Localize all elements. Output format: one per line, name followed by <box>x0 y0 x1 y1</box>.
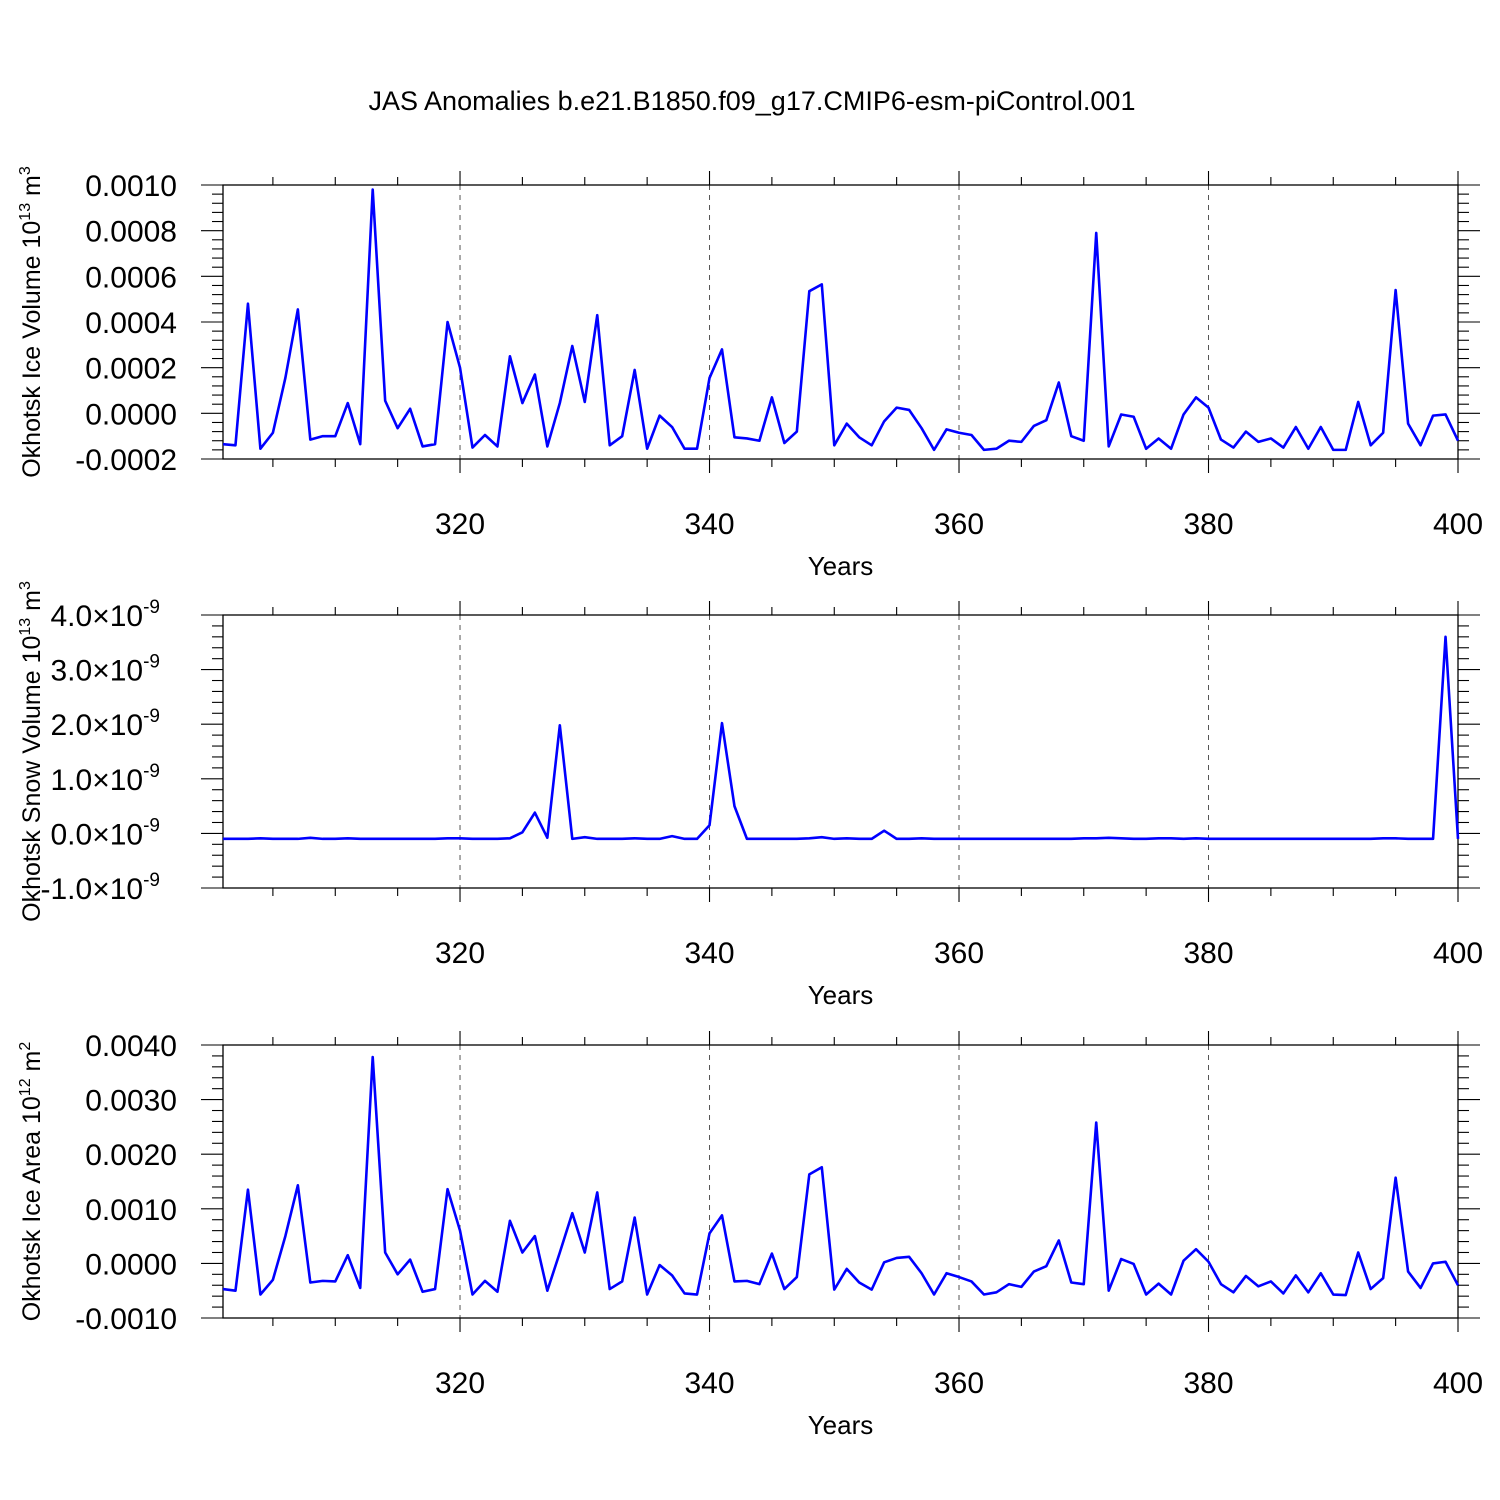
series-points <box>222 1057 1459 1296</box>
x-tick-label: 360 <box>934 937 984 970</box>
x-tick-label: 320 <box>435 1367 485 1400</box>
y-tick-mantissa: -1.0 <box>41 873 93 906</box>
y-axis-label-text: Okhotsk Ice Volume 10 <box>18 221 46 478</box>
x-tick-label: 340 <box>684 508 734 541</box>
y-axis-label: Okhotsk Ice Area 1012 m2 <box>17 1042 46 1322</box>
panel-2: 320 340 360 380 400Years4.0×10-93.0×10-92.0×… <box>17 581 1483 1010</box>
series-line <box>223 635 1460 841</box>
y-tick-label: 3.0×10-9 <box>50 652 160 688</box>
y-axis-label-unit-exponent: 3 <box>17 166 34 175</box>
y-axis-label: Okhotsk Snow Volume 1013 m3 <box>17 581 46 922</box>
y-axis-label-text: Okhotsk Snow Volume 10 <box>18 636 46 922</box>
x-tick-label: 380 <box>1183 508 1233 541</box>
y-tick-times-ten: ×10 <box>92 600 143 633</box>
x-tick-label: 400 <box>1433 937 1483 970</box>
y-tick-label: 1.0×10-9 <box>50 761 160 797</box>
y-axis-label-text: Okhotsk Ice Area 10 <box>18 1096 46 1321</box>
y-axis-label-unit-exponent: 2 <box>17 1042 34 1051</box>
x-tick-label: 320 <box>435 937 485 970</box>
y-axis-label-exponent: 13 <box>17 203 34 221</box>
y-axis-label-unit: m <box>18 175 46 203</box>
series-points <box>222 189 1459 450</box>
y-axis-label-unit: m <box>18 590 46 618</box>
y-tick-label: 0.0010 <box>85 170 177 203</box>
y-tick-times-ten: ×10 <box>92 655 143 688</box>
y-tick-label: 0.0×10-9 <box>50 815 160 851</box>
y-tick-label: 0.0030 <box>85 1085 177 1118</box>
y-tick-times-ten: ×10 <box>92 873 143 906</box>
y-tick-label: 0.0008 <box>85 216 177 249</box>
y-axis-label: Okhotsk Ice Volume 1013 m3 <box>17 166 46 478</box>
y-tick-label: 0.0006 <box>85 261 177 294</box>
y-tick-label: 0.0040 <box>85 1030 177 1063</box>
x-axis-label: Years <box>808 980 874 1010</box>
x-tick-label: 380 <box>1183 937 1233 970</box>
y-tick-label: 0.0010 <box>85 1194 177 1227</box>
y-axis-label-exponent: 13 <box>17 618 34 636</box>
y-tick-label: 0.0000 <box>85 1248 177 1281</box>
x-tick-label: 360 <box>934 1367 984 1400</box>
y-tick-label: 2.0×10-9 <box>50 706 160 742</box>
y-tick-mantissa: 2.0 <box>50 709 92 742</box>
y-tick-exponent: -9 <box>143 815 160 836</box>
y-tick-exponent: -9 <box>143 706 160 727</box>
y-tick-label: -0.0002 <box>75 444 177 477</box>
plot-frame <box>222 1044 1459 1319</box>
y-tick-exponent: -9 <box>143 870 160 891</box>
y-tick-mantissa: 1.0 <box>50 764 92 797</box>
series-points <box>222 636 1459 839</box>
x-tick-label: 340 <box>684 1367 734 1400</box>
y-tick-times-ten: ×10 <box>92 818 143 851</box>
y-tick-label: 0.0002 <box>85 353 177 386</box>
y-tick-label: 0.0004 <box>85 307 177 340</box>
panels: 320 340 360 380 400 Years 0.0010 0.0008 0.0006 0.… <box>17 166 1483 1440</box>
y-tick-times-ten: ×10 <box>92 709 143 742</box>
y-tick-exponent: -9 <box>143 761 160 782</box>
x-axis-label: Years <box>808 551 874 581</box>
y-tick-label: -1.0×10-9 <box>41 870 161 906</box>
x-axis-label: Years <box>808 1410 874 1440</box>
y-tick-times-ten: ×10 <box>92 764 143 797</box>
plot-frame <box>222 614 1459 889</box>
figure-title: JAS Anomalies b.e21.B1850.f09_g17.CMIP6-… <box>369 86 1136 116</box>
x-tick-label: 380 <box>1183 1367 1233 1400</box>
y-tick-mantissa: 3.0 <box>50 655 92 688</box>
y-tick-exponent: -9 <box>143 652 160 673</box>
x-tick-label: 400 <box>1433 508 1483 541</box>
y-tick-label: 0.0000 <box>85 398 177 431</box>
y-tick-label: 0.0020 <box>85 1139 177 1172</box>
panel-1: 320 340 360 380 400 Years 0.0010 0.0008 0.0006 0.… <box>17 166 1483 581</box>
y-axis-label-unit: m <box>18 1051 46 1079</box>
x-tick-label: 360 <box>934 508 984 541</box>
plot-frame <box>222 184 1459 460</box>
y-tick-label: -0.0010 <box>75 1303 177 1336</box>
series-line <box>222 1055 1460 1297</box>
x-tick-label: 320 <box>435 508 485 541</box>
x-tick-label: 400 <box>1433 1367 1483 1400</box>
y-tick-mantissa: 0.0 <box>50 818 92 851</box>
y-tick-exponent: -9 <box>143 597 160 618</box>
y-axis-label-unit-exponent: 3 <box>17 581 34 590</box>
x-tick-label: 340 <box>684 937 734 970</box>
panel-3: 320 340 360 380 400 Years 0.0040 0.0030 0.0020 0.… <box>17 1030 1483 1440</box>
series-line <box>222 188 1460 452</box>
y-tick-label: 4.0×10-9 <box>50 597 160 633</box>
y-axis-label-exponent: 12 <box>17 1078 34 1096</box>
y-tick-mantissa: 4.0 <box>50 600 92 633</box>
